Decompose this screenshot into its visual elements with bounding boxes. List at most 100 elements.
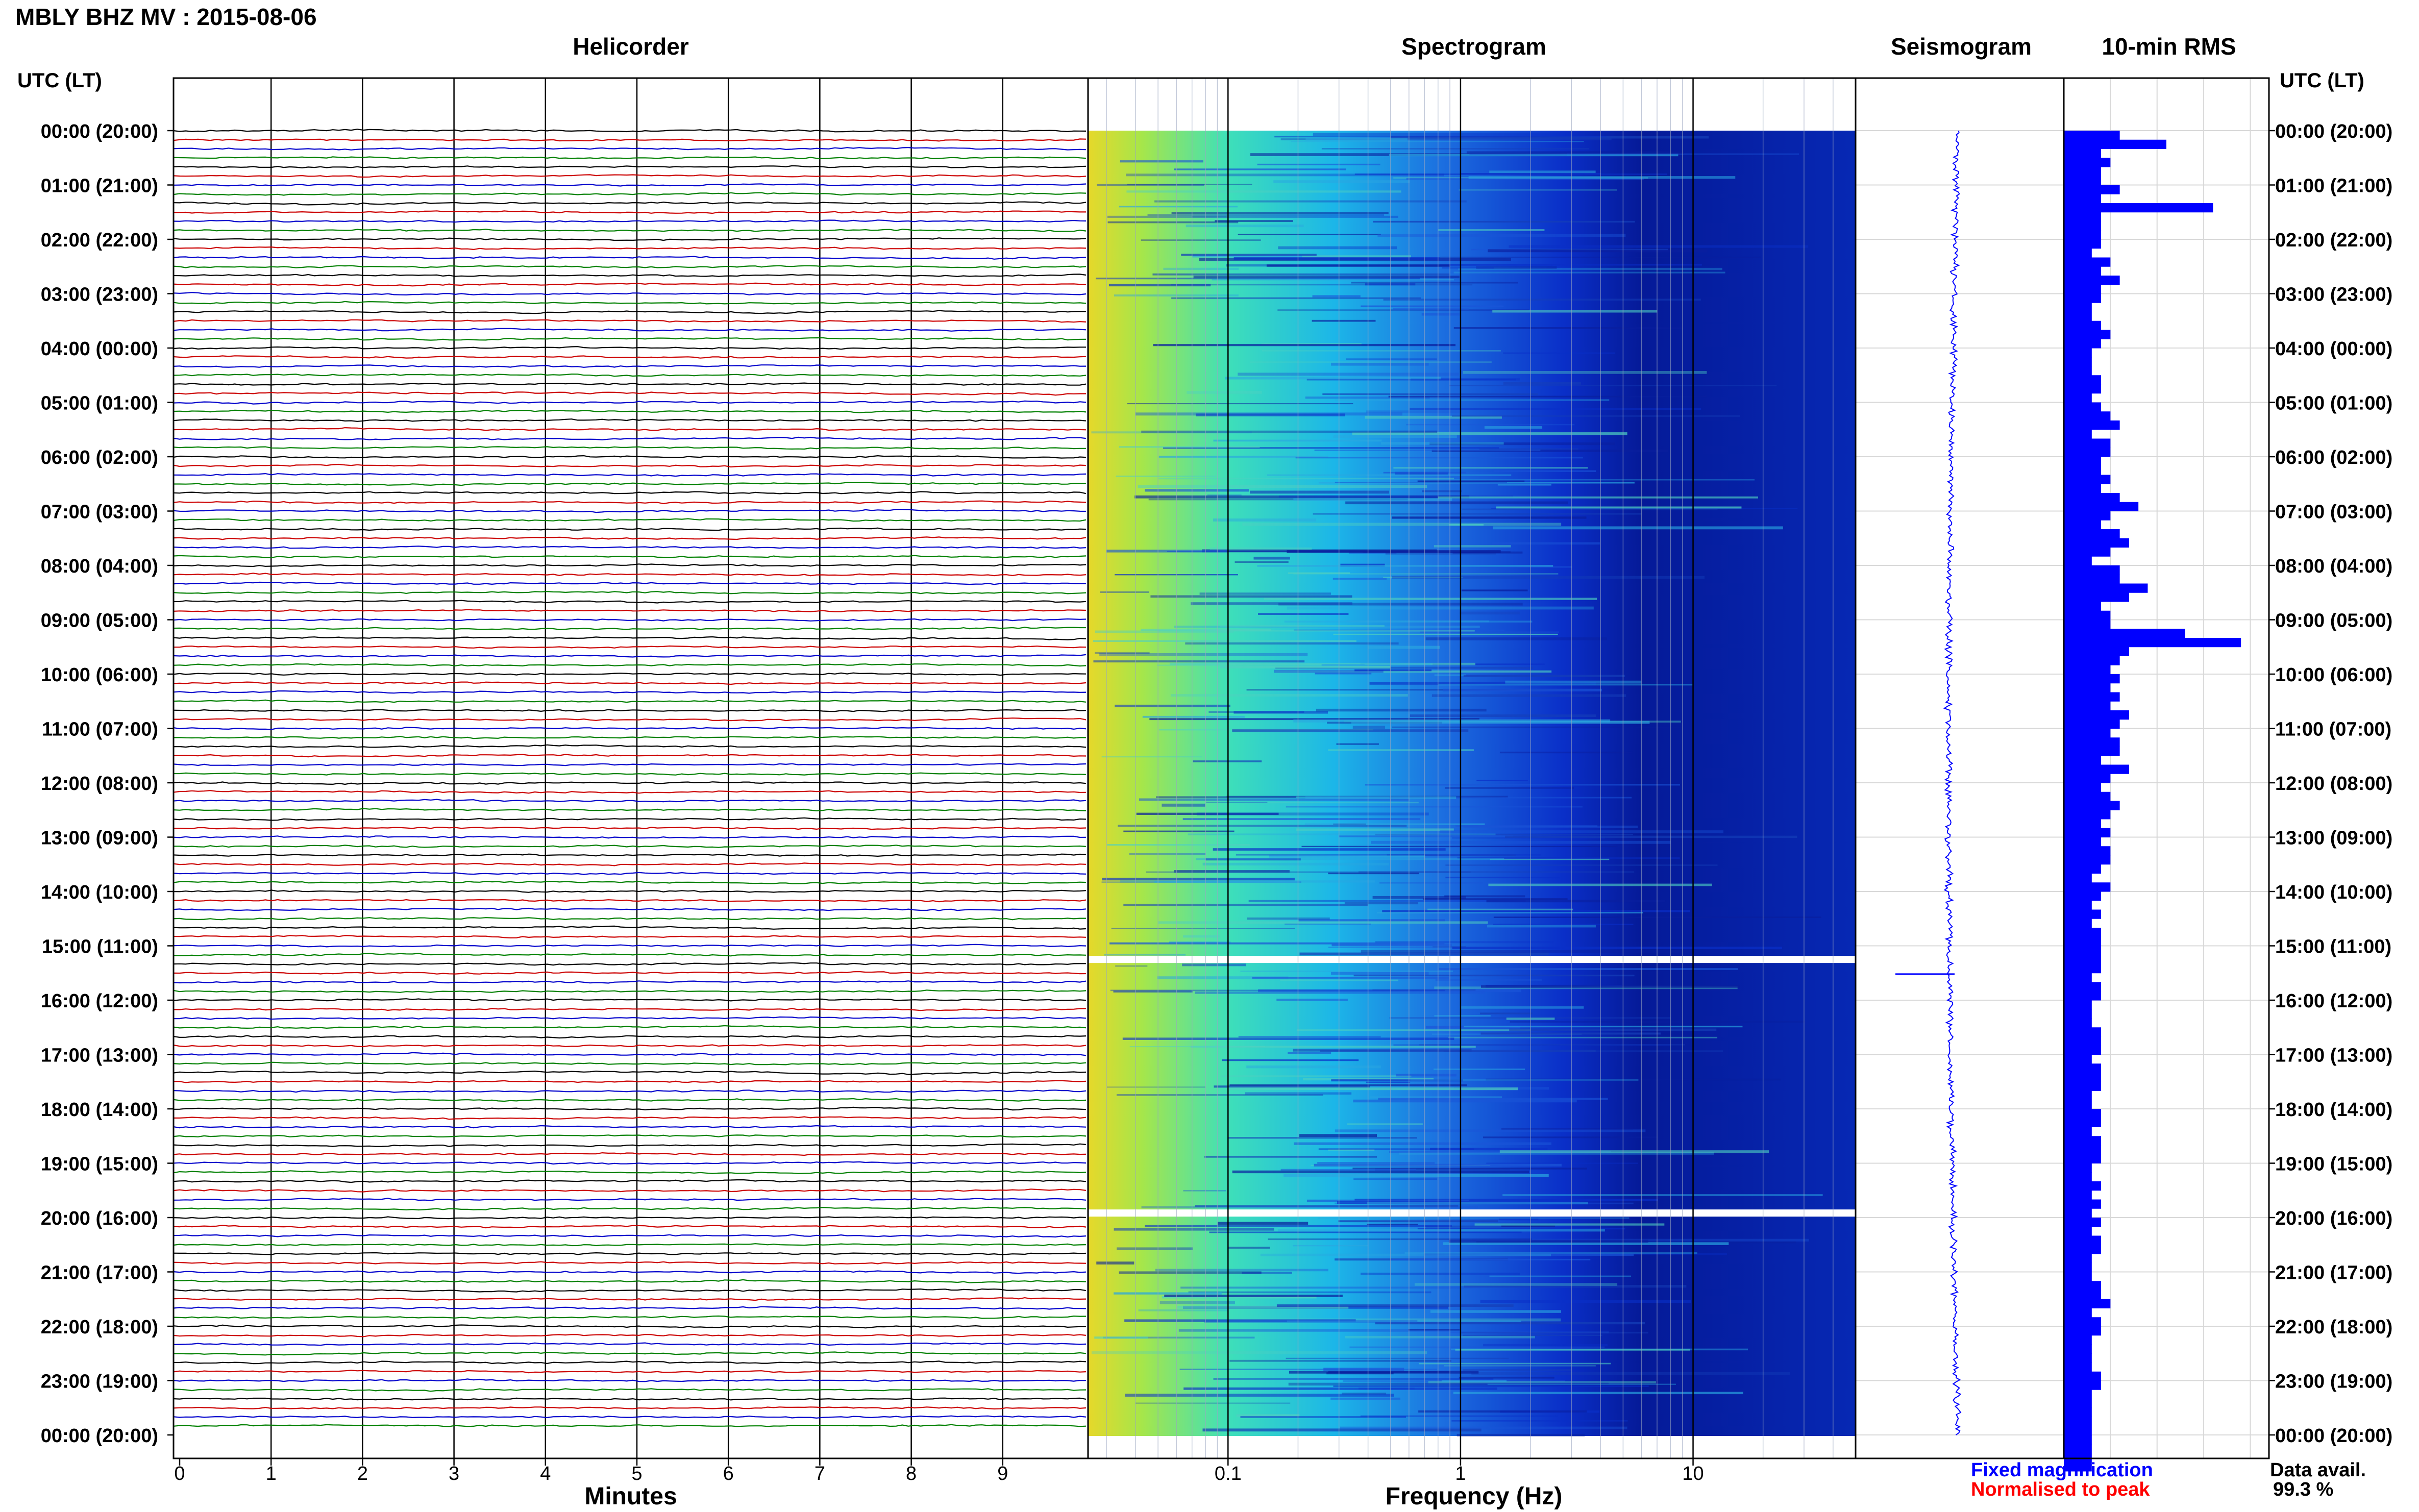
spectrogram-band — [1208, 711, 1304, 713]
spectrogram-band — [1457, 857, 1680, 859]
spectrogram-band — [1119, 446, 1260, 448]
spectrogram-band — [1180, 1286, 1482, 1289]
spectrogram-band — [1287, 606, 1594, 610]
helicorder-trace — [172, 373, 1087, 377]
spectrogram-band — [1187, 391, 1263, 394]
rms-bar — [2064, 683, 2111, 692]
rms-bar — [2064, 674, 2120, 684]
helicorder-trace — [172, 1016, 1087, 1020]
spectrogram-band — [1183, 1189, 1226, 1192]
spectrogram-band — [1277, 309, 1529, 311]
spectrogram-band — [1114, 1292, 1222, 1295]
helicorder-trace — [172, 563, 1087, 567]
spectrogram-band — [1463, 370, 1707, 374]
spectrogram-band — [1170, 694, 1408, 697]
rms-bar — [2064, 1308, 2092, 1318]
spectrogram-band — [1488, 249, 1708, 253]
spectrogram-band — [1440, 830, 1724, 834]
spectrogram-band — [1330, 1397, 1401, 1400]
rms-bar — [2064, 574, 2120, 584]
helicorder-trace — [172, 491, 1087, 494]
spectrogram-band — [1479, 448, 1578, 450]
spectrogram-band — [1335, 1129, 1646, 1132]
helicorder-trace — [174, 844, 1087, 848]
helicorder-trace — [172, 473, 1087, 477]
helicorder-traces — [172, 129, 1087, 1427]
spectrogram-band — [1304, 823, 1485, 825]
spectrogram-band — [1366, 410, 1460, 413]
spectrogram-band — [1225, 377, 1441, 380]
helicorder-trace — [172, 690, 1087, 694]
spectrogram-band — [1134, 495, 1470, 499]
rms-bar — [2064, 692, 2120, 702]
spectrogram-band — [1213, 439, 1382, 442]
spectrogram-band — [1339, 835, 1514, 837]
spectrogram-band — [1233, 257, 1440, 260]
rms-bar — [2064, 303, 2092, 312]
spectrogram-band — [1328, 947, 1463, 948]
utc-tick-label-right: 01:00 (21:00) — [2275, 176, 2392, 197]
spectrogram-band — [1333, 1385, 1649, 1387]
spectrogram-band — [1163, 447, 1499, 449]
spectrogram-band — [1461, 173, 1601, 175]
spectrogram-band — [1501, 1128, 1633, 1130]
spectrogram-band — [1293, 498, 1452, 501]
spectrogram-band — [1293, 1245, 1368, 1247]
spectrogram-band — [1266, 264, 1450, 267]
spectrogram-band — [1206, 802, 1268, 803]
spectrogram-band — [1493, 916, 1821, 918]
helicorder-trace — [172, 355, 1087, 359]
spectrogram-band — [1174, 168, 1346, 170]
rms-bar — [2064, 1281, 2102, 1291]
spectrogram-band — [1246, 689, 1573, 691]
spectrogram-band — [1321, 664, 1365, 666]
spectrogram-band — [1229, 1359, 1451, 1362]
spectrogram-band — [1489, 170, 1596, 173]
spectrogram-band — [1236, 1414, 1300, 1417]
rms-bar — [2064, 502, 2139, 511]
spectrogram-band — [1162, 803, 1205, 807]
spectrogram-band — [1379, 882, 1483, 884]
spectrogram-band — [1336, 743, 1379, 745]
helicorder-trace — [172, 1134, 1087, 1138]
helicorder-trace — [172, 1070, 1087, 1075]
spectrogram-band — [1410, 1079, 1639, 1081]
spectrogram-band — [1126, 190, 1401, 193]
spectrogram-band — [1158, 456, 1328, 458]
helicorder-trace — [172, 555, 1087, 558]
panel-frame — [1855, 77, 2065, 1459]
spectrogram-band — [1369, 682, 1596, 685]
helicorder-trace — [172, 962, 1086, 966]
rms-bar — [2064, 791, 2111, 801]
helicorder-trace — [172, 880, 1087, 885]
spectrogram-band — [1468, 176, 1736, 179]
spectrogram-band — [1502, 1194, 1823, 1196]
grid-lines — [270, 78, 2269, 1458]
helicorder-trace — [172, 418, 1087, 422]
helicorder-trace — [172, 1216, 1087, 1220]
rms-bar — [2064, 1462, 2092, 1472]
spectrogram-gap — [1088, 956, 1856, 963]
utc-tick-label-left: 00:00 (20:00) — [41, 1425, 158, 1447]
utc-tick-label-right: 08:00 (04:00) — [2275, 556, 2392, 577]
utc-tick-label-left: 00:00 (20:00) — [41, 121, 158, 142]
spectrogram-area — [1088, 131, 1856, 1436]
spectrogram-band — [1361, 950, 1693, 953]
rms-bar — [2064, 755, 2102, 765]
helicorder-trace — [172, 328, 1087, 332]
spectrogram-band — [1367, 646, 1440, 649]
spectrogram-band — [1492, 310, 1658, 313]
helicorder-trace — [172, 1270, 1087, 1274]
spectrogram-band — [1503, 382, 1581, 385]
spectrogram-band — [1351, 282, 1518, 284]
spectrogram-band — [1116, 1094, 1323, 1096]
rms-bar — [2064, 583, 2148, 593]
rms-bar — [2064, 1353, 2092, 1363]
rms-bar — [2064, 293, 2102, 303]
spectrogram-band — [1162, 1296, 1317, 1299]
rms-bar — [2064, 919, 2092, 928]
spectrogram-band — [1285, 923, 1371, 925]
rms-bar — [2064, 1371, 2102, 1381]
spectrogram-band — [1258, 613, 1349, 615]
spectrogram-band — [1372, 989, 1476, 991]
